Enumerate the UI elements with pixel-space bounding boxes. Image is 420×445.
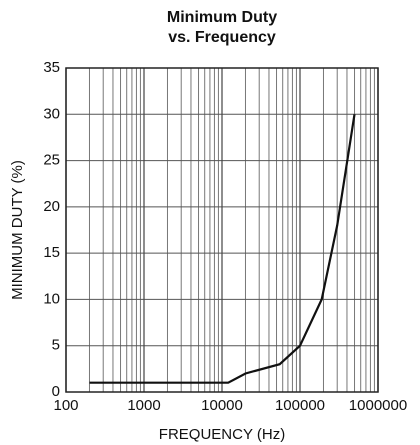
chart-title: Minimum Duty xyxy=(167,9,277,26)
data-line xyxy=(89,114,356,384)
y-axis-label: MINIMUM DUTY (%) xyxy=(9,160,26,300)
x-tick-label: 100 xyxy=(53,397,78,414)
y-tick-label: 10 xyxy=(43,290,60,307)
x-tick-label: 10000 xyxy=(201,397,243,414)
y-tick-label: 0 xyxy=(52,383,60,400)
y-tick-label: 15 xyxy=(43,244,60,261)
x-tick-label: 100000 xyxy=(275,397,325,414)
y-tick-label: 20 xyxy=(43,198,60,215)
y-tick-label: 35 xyxy=(43,59,60,76)
plot-frame xyxy=(65,67,379,393)
y-tick-label: 5 xyxy=(52,337,60,354)
chart-subtitle: vs. Frequency xyxy=(168,29,276,46)
x-tick-label: 1000 xyxy=(127,397,160,414)
x-axis-label: FREQUENCY (Hz) xyxy=(159,426,285,443)
y-tick-label: 25 xyxy=(43,152,60,169)
y-tick-label: 30 xyxy=(43,105,60,122)
x-tick-label: 1000000 xyxy=(349,397,407,414)
